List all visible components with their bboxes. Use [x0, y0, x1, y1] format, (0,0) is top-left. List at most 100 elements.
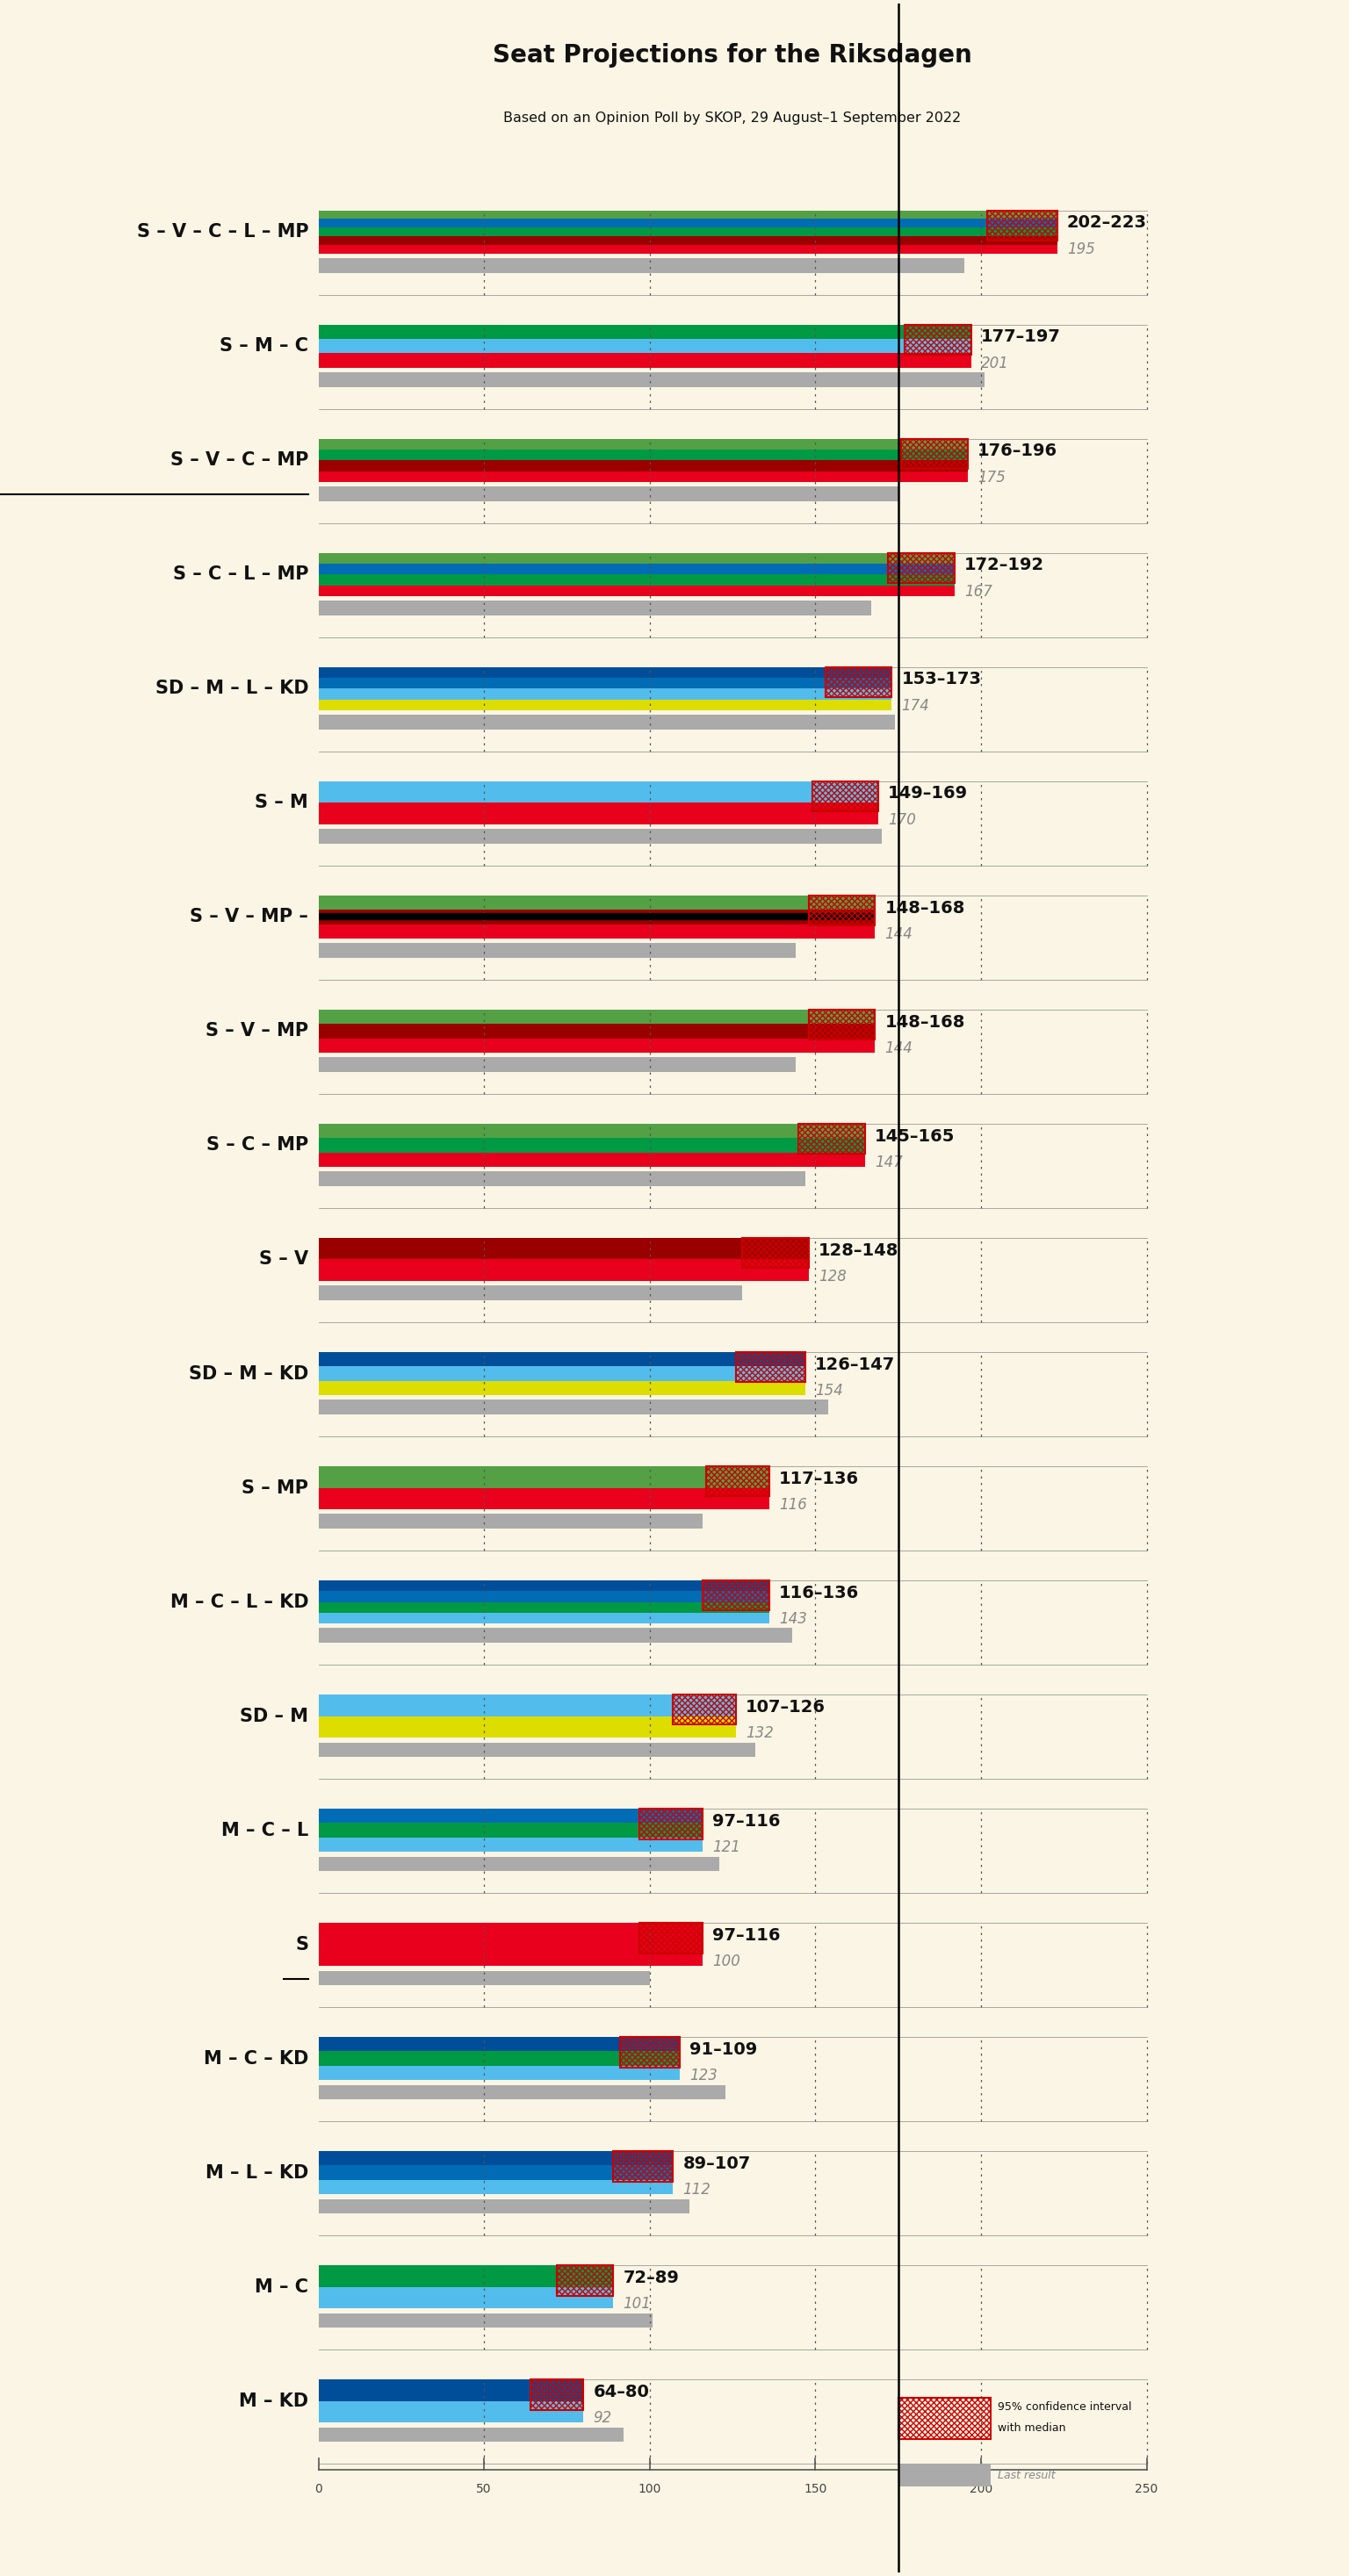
Bar [318, 227, 1058, 237]
Bar [318, 1381, 805, 1396]
Bar [530, 2380, 583, 2409]
Bar [826, 667, 892, 698]
Text: M – L – KD: M – L – KD [205, 2164, 309, 2182]
Bar [318, 2427, 623, 2442]
Bar [318, 804, 878, 824]
Bar [318, 1172, 805, 1185]
Bar [318, 600, 871, 616]
Bar [318, 374, 985, 386]
Bar [318, 667, 892, 677]
Bar [703, 1579, 769, 1610]
Text: 128–148: 128–148 [819, 1242, 898, 1260]
Bar [318, 1592, 769, 1602]
Bar [318, 1808, 703, 1824]
Text: M – C – L – KD: M – C – L – KD [170, 1592, 309, 1610]
Bar [318, 2151, 673, 2166]
Bar [318, 258, 965, 273]
Bar [318, 1056, 796, 1072]
Text: 172–192: 172–192 [965, 556, 1044, 574]
Bar [318, 925, 876, 938]
Text: 153–173: 153–173 [901, 672, 981, 688]
Bar [318, 1260, 808, 1280]
Text: 147: 147 [876, 1154, 902, 1170]
Bar [318, 1236, 808, 1260]
Bar [318, 237, 1058, 245]
Bar [318, 2287, 614, 2308]
Bar [318, 1285, 742, 1301]
Bar [318, 2038, 680, 2050]
Bar [318, 1613, 769, 1623]
Bar [318, 585, 955, 595]
Bar [318, 211, 1058, 219]
Bar [318, 1716, 735, 1739]
Text: 175: 175 [978, 469, 1005, 484]
Text: S – V – MP –: S – V – MP – [190, 909, 309, 925]
Bar [901, 438, 967, 469]
Text: M – C – L: M – C – L [221, 1821, 309, 1839]
Bar [318, 1824, 703, 1837]
Bar [318, 353, 971, 368]
Bar [318, 1857, 719, 1870]
Text: 144: 144 [885, 1041, 913, 1056]
Bar [318, 1038, 876, 1054]
Text: SD – M – L – KD: SD – M – L – KD [155, 680, 309, 698]
Text: 150: 150 [804, 2483, 827, 2496]
Bar [808, 896, 876, 925]
Text: 200: 200 [970, 2483, 993, 2496]
Text: S – V: S – V [259, 1252, 309, 1267]
Bar [318, 2200, 689, 2213]
Text: S – V – C – MP: S – V – C – MP [170, 451, 309, 469]
Bar [318, 219, 1058, 227]
Bar [318, 2313, 653, 2329]
Text: 95% confidence interval: 95% confidence interval [997, 2401, 1132, 2414]
Bar [318, 1579, 769, 1592]
Text: 91–109: 91–109 [689, 2040, 757, 2058]
Bar [318, 340, 971, 353]
Bar [619, 2038, 680, 2069]
Bar [318, 2084, 726, 2099]
Text: 117–136: 117–136 [778, 1471, 859, 1486]
Text: Based on an Opinion Poll by SKOP, 29 August–1 September 2022: Based on an Opinion Poll by SKOP, 29 Aug… [503, 111, 962, 124]
Text: 143: 143 [778, 1610, 807, 1628]
Text: 92: 92 [594, 2411, 612, 2427]
Text: 132: 132 [746, 1726, 774, 1741]
Text: S – C – L – MP: S – C – L – MP [173, 567, 309, 582]
Bar [318, 909, 876, 925]
Bar [673, 1695, 735, 1726]
Bar [987, 211, 1058, 240]
Text: 177–197: 177–197 [981, 330, 1060, 345]
Bar [318, 701, 892, 711]
Text: 101: 101 [623, 2295, 652, 2311]
Bar [318, 2166, 673, 2179]
Bar [318, 1139, 865, 1151]
Text: S – M – C: S – M – C [220, 337, 309, 355]
Bar [318, 1466, 769, 1489]
Bar [318, 448, 967, 461]
Bar [898, 2398, 992, 2439]
Text: 167: 167 [965, 585, 993, 600]
Bar [318, 896, 876, 909]
Bar [318, 554, 955, 564]
Bar [742, 1236, 808, 1267]
Bar [318, 1123, 865, 1139]
Bar [318, 1489, 769, 1510]
Text: S: S [295, 1935, 309, 1953]
Text: 149–169: 149–169 [888, 786, 969, 801]
Bar [557, 2264, 614, 2295]
Text: 72–89: 72–89 [623, 2269, 680, 2285]
Text: 112: 112 [683, 2182, 711, 2197]
Bar [614, 2151, 673, 2182]
Bar [735, 1352, 805, 1383]
Bar [888, 554, 955, 582]
Bar [318, 1837, 703, 1852]
Bar [318, 461, 967, 471]
Bar [318, 829, 881, 845]
Bar [318, 688, 892, 701]
Text: 97–116: 97–116 [712, 1814, 781, 1829]
Text: S – MP: S – MP [241, 1479, 309, 1497]
Text: 116–136: 116–136 [778, 1584, 859, 1602]
Text: 148–168: 148–168 [885, 899, 965, 917]
Bar [318, 325, 971, 340]
Text: 0: 0 [314, 2483, 322, 2496]
Bar [318, 487, 898, 502]
